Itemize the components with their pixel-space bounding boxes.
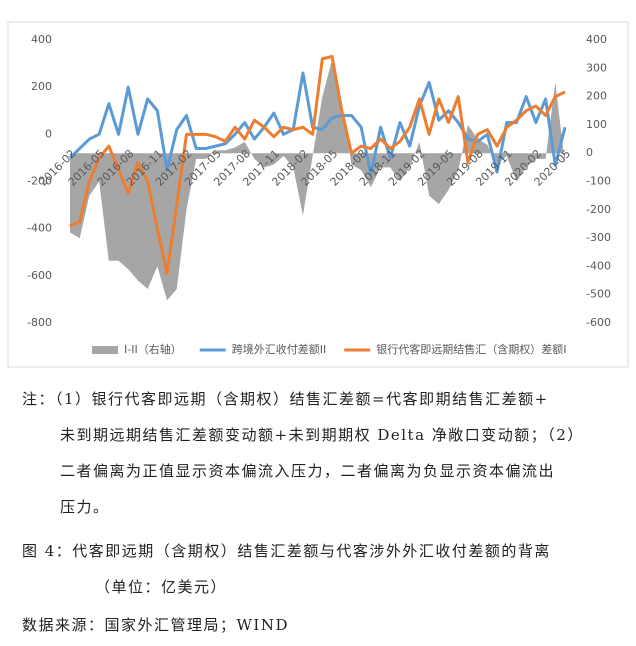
figure-caption: 图 4：代客即远期（含期权）结售汇差额与代客涉外外汇收付差额的背离 xyxy=(22,542,551,560)
line xyxy=(69,55,566,275)
legend-label: I-II（右轴） xyxy=(124,342,182,356)
y2-tick-label: -100 xyxy=(586,175,611,188)
legend-swatch xyxy=(92,346,118,354)
note-line: 注：（1）银行代客即远期（含期权）结售汇差额=代客即期结售汇差额+ xyxy=(22,390,549,408)
y-tick-label: 400 xyxy=(31,33,52,46)
y2-tick-label: -600 xyxy=(586,316,611,329)
note-line: 未到期远期结售汇差额变动额+未到期期权 Delta 净敞口变动额；（2） xyxy=(60,426,584,444)
legend-label: 跨境外汇收付差额II xyxy=(232,342,327,356)
line xyxy=(68,71,567,176)
y-tick-label: 200 xyxy=(31,80,52,93)
legend-label: 银行代客即远期结售汇（含期权）差额I xyxy=(376,342,566,356)
y2-tick-label: 100 xyxy=(586,118,607,131)
y-tick-label: -800 xyxy=(27,316,52,329)
y2-tick-label: 300 xyxy=(586,61,607,74)
y-tick-label: -400 xyxy=(27,222,52,235)
unit: （单位：亿美元） xyxy=(95,578,228,596)
y-tick-label: 0 xyxy=(45,127,52,140)
y2-tick-label: 0 xyxy=(586,146,593,159)
y-tick-label: -200 xyxy=(27,175,52,188)
y2-tick-label: -200 xyxy=(586,203,611,216)
y2-tick-label: 400 xyxy=(586,33,607,46)
y2-tick-label: -500 xyxy=(586,288,611,301)
source: 数据来源：国家外汇管理局；WIND xyxy=(22,616,289,634)
note-line: 压力。 xyxy=(60,498,110,516)
note-line: 二者偏离为正值显示资本偏流入压力，二者偏离为负显示资本偏流出 xyxy=(60,462,556,480)
y-tick-label: -600 xyxy=(27,269,52,282)
y2-tick-label: -300 xyxy=(586,231,611,244)
chart: -800 -600 -400 -200 0 200 400 -600 -500 -400 -300 -… xyxy=(7,21,629,368)
y2-tick-label: 200 xyxy=(586,90,607,103)
y2-tick-label: -400 xyxy=(586,259,611,272)
area xyxy=(70,59,565,301)
chart-frame xyxy=(7,21,629,368)
